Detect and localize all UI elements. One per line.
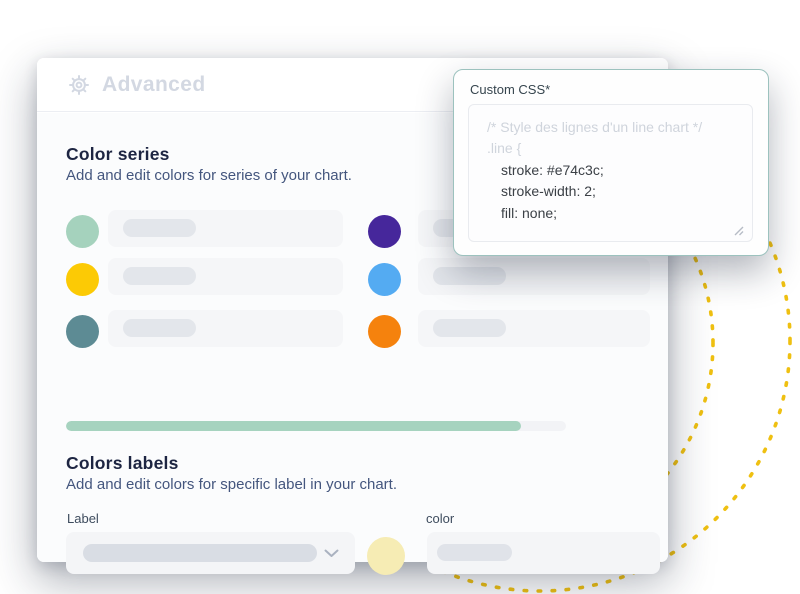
chevron-down-icon [324, 549, 339, 557]
series-color-swatch-5[interactable] [66, 315, 99, 348]
gear-icon [69, 74, 89, 95]
colors-labels-subtitle: Add and edit colors for specific label i… [66, 476, 398, 493]
placeholder-pill [83, 544, 317, 562]
series-name-input-5[interactable] [108, 310, 343, 347]
label-field-label: Label [67, 511, 99, 526]
series-color-swatch-6[interactable] [368, 315, 401, 348]
series-name-input-6[interactable] [418, 310, 650, 347]
page-title: Advanced [102, 72, 206, 96]
resize-grip-icon[interactable] [734, 226, 745, 236]
custom-css-label: Custom CSS* [470, 82, 551, 97]
css-stroke-width-line: stroke-width: 2; [501, 183, 596, 200]
label-select[interactable] [66, 532, 355, 574]
series-progress-fill [66, 421, 521, 431]
custom-css-panel: Custom CSS* /* Style des lignes d'un lin… [453, 69, 769, 256]
series-progress-track [66, 421, 566, 431]
colors-labels-title: Colors labels [66, 453, 179, 473]
placeholder-pill [123, 319, 196, 337]
placeholder-pill [123, 267, 196, 285]
series-color-swatch-1[interactable] [66, 215, 99, 248]
css-comment-line: /* Style des lignes d'un line chart */ [487, 119, 703, 135]
placeholder-pill [123, 219, 196, 237]
label-color-preview[interactable] [367, 537, 405, 575]
series-name-input-3[interactable] [108, 258, 343, 295]
css-fill-line: fill: none; [501, 204, 558, 221]
series-color-swatch-2[interactable] [368, 215, 401, 248]
series-name-input-1[interactable] [108, 210, 343, 247]
series-color-swatch-4[interactable] [368, 263, 401, 296]
color-value-input[interactable] [427, 532, 660, 574]
placeholder-pill [433, 267, 506, 285]
custom-css-textarea[interactable]: /* Style des lignes d'un line chart */ .… [468, 104, 753, 242]
placeholder-pill [437, 544, 512, 561]
color-series-subtitle: Add and edit colors for series of your c… [66, 167, 352, 184]
css-selector-line: .line { [487, 140, 522, 157]
css-stroke-line: stroke: #e74c3c; [501, 161, 604, 178]
color-field-label: color [426, 511, 455, 526]
series-color-swatch-3[interactable] [66, 263, 99, 296]
placeholder-pill [433, 319, 506, 337]
series-name-input-4[interactable] [418, 258, 650, 295]
color-series-title: Color series [66, 144, 170, 164]
